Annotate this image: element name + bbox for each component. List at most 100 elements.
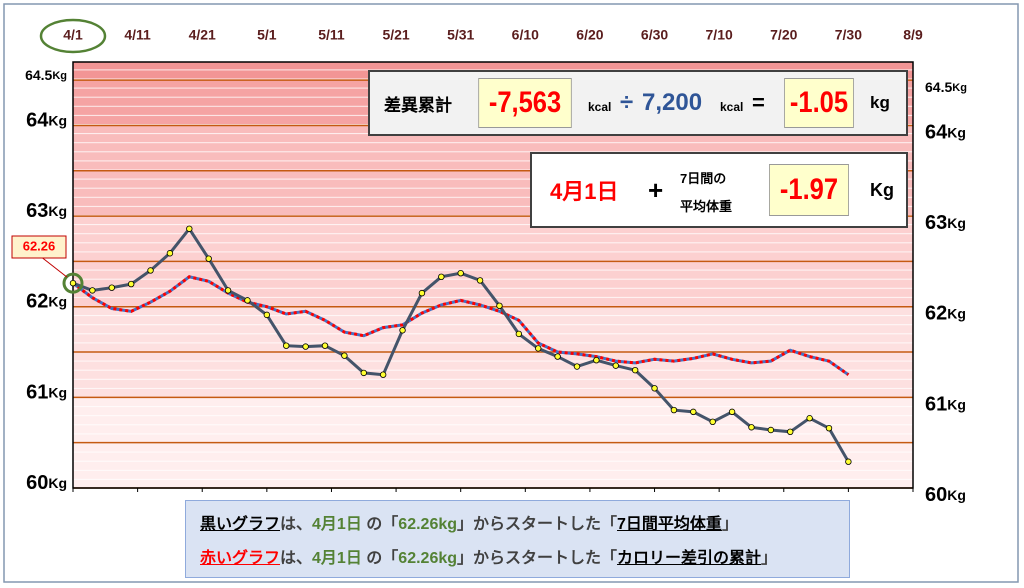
y-tick-unit: Kg: [48, 384, 67, 400]
series-line-overlay: [72, 275, 850, 376]
note-text: の「: [361, 516, 399, 533]
point: [670, 406, 678, 414]
point: [612, 362, 619, 369]
y-tick-label: 61Kg: [26, 382, 67, 404]
point: [418, 289, 426, 297]
y-tick-label: 62Kg: [925, 303, 966, 325]
unit: Kg: [870, 179, 894, 200]
y-tick-value: 64: [925, 122, 948, 144]
y-tick-value: 62: [925, 303, 947, 325]
start-highlight: [39, 18, 107, 54]
y-tick-unit: Kg: [947, 487, 966, 503]
y-tick-value: 63: [925, 212, 947, 234]
unit: kcal: [588, 100, 612, 114]
note-text: は、: [280, 516, 313, 533]
callout-line: [39, 255, 68, 278]
y-tick-unit: Kg: [48, 293, 67, 309]
y-tick-value: 60: [925, 484, 947, 506]
note-text: は、: [280, 550, 313, 567]
point: [787, 428, 794, 436]
point: [690, 408, 697, 416]
point: [631, 366, 639, 374]
panel-label: 差異累計: [384, 95, 452, 115]
y-tick-unit: Kg: [48, 475, 67, 491]
point: [476, 277, 484, 284]
y-tick-label: 61Kg: [925, 394, 966, 416]
note-row: 赤いグラフは、4月1日 の「62.26kg」からスタートした「カロリー差引の累計…: [200, 544, 777, 568]
x-tick-label: 5/21: [382, 27, 409, 43]
point: [224, 287, 232, 294]
point: [205, 255, 212, 262]
result-value: -1.05: [784, 78, 854, 128]
y-tick-value: 61: [26, 382, 48, 404]
point: [806, 415, 813, 422]
y-tick-unit: Kg: [947, 124, 966, 140]
note-text: 4月1日: [312, 516, 362, 533]
y-tick-unit: Kg: [947, 215, 966, 231]
point: [767, 426, 775, 434]
label-line: 平均体重: [680, 199, 733, 214]
outer-frame: [3, 3, 1019, 583]
point: [186, 225, 193, 232]
label-line: 7日間の: [680, 171, 727, 186]
x-tick-label: 7/20: [770, 27, 797, 43]
y-tick-label: 64Kg: [26, 110, 67, 132]
x-tick-label: 6/10: [512, 27, 539, 43]
y-tick-value: 60: [26, 472, 48, 494]
divisor: 7,200: [642, 89, 703, 116]
point: [263, 311, 271, 319]
panel-diff: 差異累計 -7,563 kcal ÷ 7,200 kcal = -1.05 kg: [368, 70, 908, 136]
point: [244, 297, 251, 304]
x-tick-label: 5/31: [447, 27, 474, 43]
point: [360, 369, 367, 377]
start-label: 62.26: [23, 238, 56, 253]
point: [321, 342, 329, 349]
note-row: 黒いグラフは、4月1日 の「62.26kg」からスタートした「7日間平均体重」: [200, 510, 738, 534]
point: [845, 458, 852, 465]
y-tick-label: 63Kg: [925, 212, 966, 234]
point: [69, 279, 77, 287]
note-text: 」: [761, 550, 778, 567]
point: [147, 267, 154, 274]
point: [573, 363, 581, 370]
callout-box: [11, 235, 67, 259]
note-text: 」からスタートした「: [457, 550, 618, 567]
y-tick-unit: Kg: [947, 305, 966, 321]
y-tick-label: 63Kg: [26, 200, 67, 222]
x-tick-label: 8/9: [903, 27, 923, 43]
result-value: -1.97: [769, 164, 849, 216]
point: [651, 385, 658, 392]
x-tick-label: 4/21: [189, 27, 216, 43]
note-text: 7日間平均体重: [617, 516, 722, 533]
start-marker: [62, 272, 84, 294]
y-tick-unit: Kg: [947, 396, 966, 412]
y-tick-label: 62Kg: [26, 291, 67, 313]
x-tick-label: 7/10: [706, 27, 733, 43]
point: [496, 302, 503, 310]
point: [127, 280, 135, 288]
note-text: の「: [361, 550, 399, 567]
y-tick-value: 64: [26, 110, 49, 132]
x-tick-label: 7/30: [835, 27, 862, 43]
x-tick-label: 6/20: [576, 27, 603, 43]
point: [457, 269, 464, 277]
y-tick-label: 64Kg: [925, 122, 966, 144]
point: [593, 357, 600, 364]
note: 黒いグラフは、4月1日 の「62.26kg」からスタートした「7日間平均体重」赤…: [185, 500, 850, 578]
y-tick-value: 61: [925, 394, 947, 416]
note-text: 黒いグラフ: [200, 516, 281, 533]
x-tick-label: 4/1: [63, 27, 83, 43]
note-text: 赤いグラフ: [200, 550, 281, 567]
y-tick-label: 64.5Kg: [925, 79, 967, 95]
y-tick-unit: Kg: [48, 203, 67, 219]
point: [709, 418, 716, 426]
point: [748, 424, 755, 431]
point: [108, 284, 115, 291]
unit: kg: [870, 93, 890, 112]
diff-value: -7,563: [478, 78, 572, 128]
y-tick-label: 60Kg: [26, 472, 67, 494]
operator: ÷: [620, 89, 634, 116]
point: [379, 371, 387, 378]
operator: +: [648, 174, 664, 205]
point: [728, 408, 736, 416]
